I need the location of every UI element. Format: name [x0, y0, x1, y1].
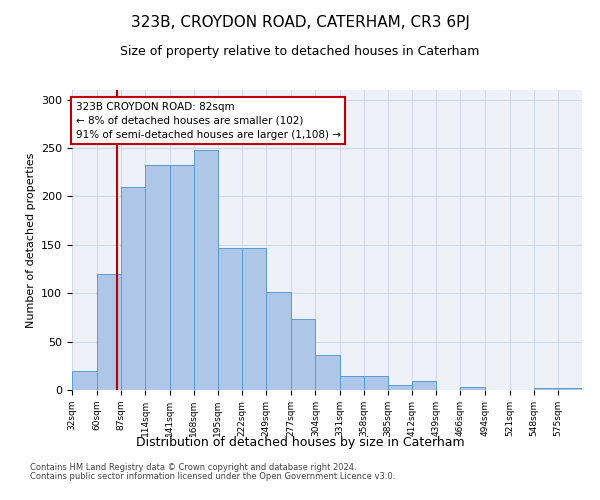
Text: 323B, CROYDON ROAD, CATERHAM, CR3 6PJ: 323B, CROYDON ROAD, CATERHAM, CR3 6PJ — [131, 15, 469, 30]
Bar — [533, 388, 558, 390]
Text: Contains public sector information licensed under the Open Government Licence v3: Contains public sector information licen… — [30, 472, 395, 481]
Bar — [145, 164, 170, 390]
Text: Distribution of detached houses by size in Caterham: Distribution of detached houses by size … — [136, 436, 464, 449]
Bar — [316, 355, 340, 390]
Bar — [340, 376, 364, 390]
Text: 323B CROYDON ROAD: 82sqm
← 8% of detached houses are smaller (102)
91% of semi-d: 323B CROYDON ROAD: 82sqm ← 8% of detache… — [76, 102, 341, 140]
Text: Size of property relative to detached houses in Caterham: Size of property relative to detached ho… — [121, 45, 479, 58]
Bar — [194, 150, 218, 390]
Bar — [558, 388, 582, 390]
Bar — [460, 387, 485, 390]
Y-axis label: Number of detached properties: Number of detached properties — [26, 152, 35, 328]
Bar — [291, 320, 316, 390]
Bar — [266, 292, 291, 390]
Bar — [72, 370, 97, 390]
Bar — [412, 382, 436, 390]
Bar — [218, 248, 242, 390]
Bar — [121, 187, 145, 390]
Bar — [242, 248, 266, 390]
Text: Contains HM Land Registry data © Crown copyright and database right 2024.: Contains HM Land Registry data © Crown c… — [30, 464, 356, 472]
Bar — [364, 376, 388, 390]
Bar — [170, 164, 194, 390]
Bar — [388, 385, 412, 390]
Bar — [97, 274, 121, 390]
